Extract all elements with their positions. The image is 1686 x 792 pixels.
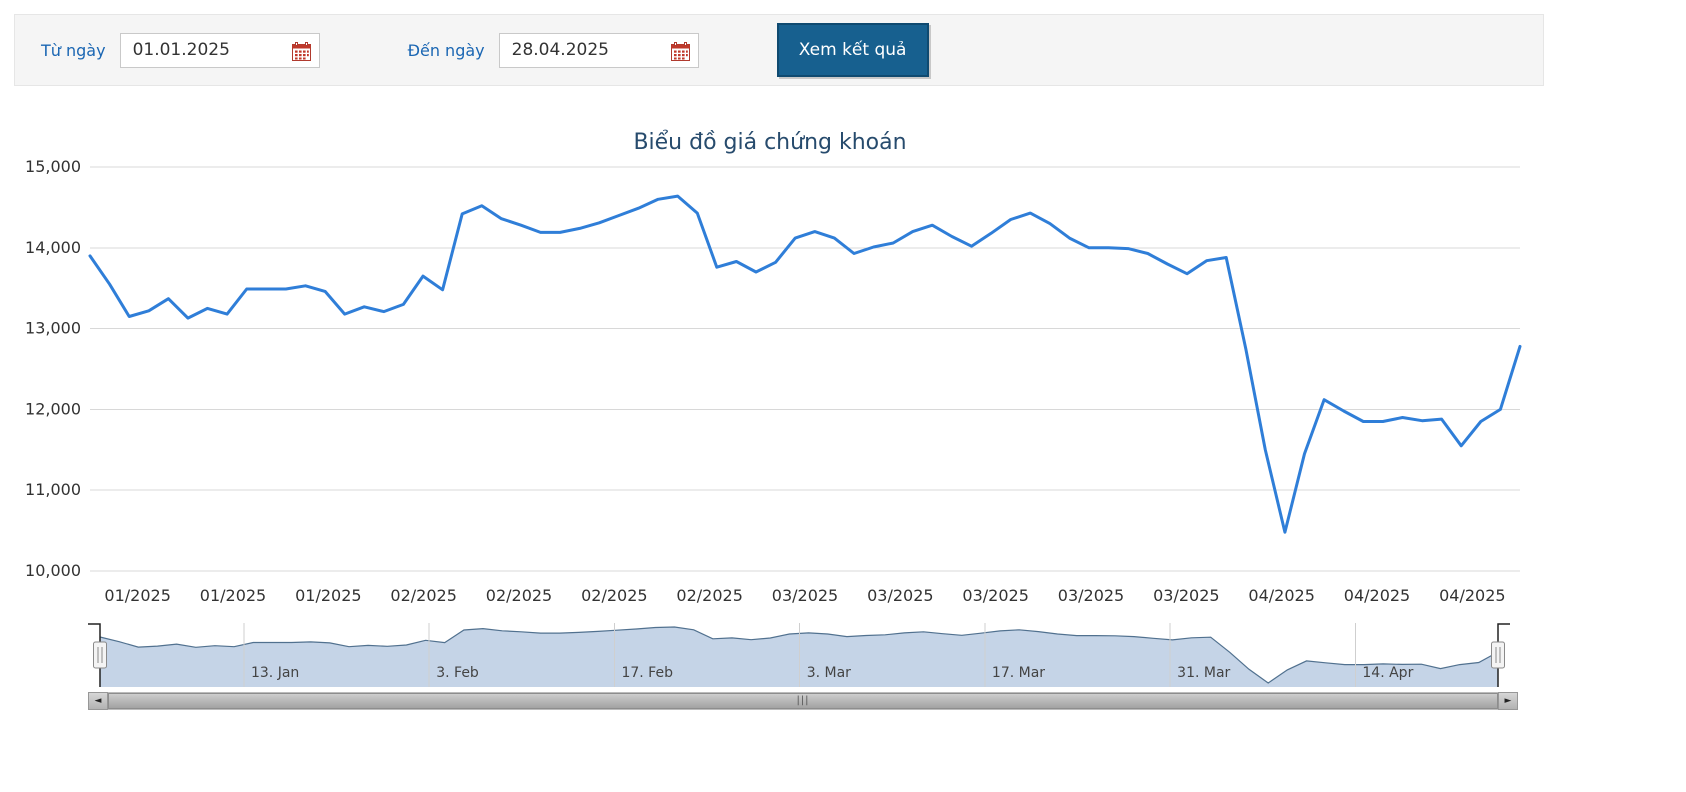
navigator-tick-label: 17. Mar: [992, 665, 1045, 681]
chart-navigator[interactable]: 13. Jan 3. Feb 17. Feb 3. Mar 17. Mar 31. Mar…: [0, 621, 1540, 689]
from-date-label: Từ ngày: [41, 40, 106, 60]
y-axis-tick-label: 15,000: [25, 157, 81, 176]
x-axis-tick-label: 03/2025: [1058, 586, 1124, 605]
navigator-tick-label: 31. Mar: [1177, 665, 1230, 681]
scrollbar-right-button[interactable]: ►: [1498, 692, 1518, 710]
y-axis-tick-label: 14,000: [25, 238, 81, 257]
navigator-handle-right[interactable]: [1491, 641, 1505, 669]
calendar-icon[interactable]: [291, 41, 311, 61]
y-axis-tick-label: 13,000: [25, 319, 81, 338]
scroll-left-icon: ◄: [94, 696, 102, 706]
navigator-area-series: [100, 627, 1498, 687]
price-chart-plot[interactable]: 15,000 14,000 13,000 12,000 11,000 10,000 01/2…: [0, 155, 1540, 615]
from-date-field[interactable]: [120, 40, 281, 60]
x-axis-tick-label: 03/2025: [867, 586, 933, 605]
y-axis-tick-label: 10,000: [25, 561, 81, 580]
x-axis-tick-label: 03/2025: [1153, 586, 1219, 605]
to-date-field[interactable]: [499, 40, 660, 60]
page: Từ ngày Đến ngày: [0, 14, 1686, 710]
navigator-tick-label: 14. Apr: [1362, 665, 1413, 681]
scrollbar-track[interactable]: |||: [108, 692, 1498, 710]
view-results-button[interactable]: Xem kết quả: [776, 23, 929, 77]
x-axis-tick-label: 01/2025: [200, 586, 266, 605]
navigator-handle-left[interactable]: [93, 641, 107, 669]
y-axis-tick-label: 11,000: [25, 480, 81, 499]
from-date-input[interactable]: [119, 32, 320, 68]
chart-scrollbar[interactable]: ◄ ||| ►: [88, 692, 1518, 710]
navigator-tick-label: 17. Feb: [621, 665, 673, 681]
price-line-series: [88, 194, 1522, 534]
navigator-tick-label: 3. Mar: [807, 665, 851, 681]
navigator-tick-label: 13. Jan: [251, 665, 299, 681]
x-axis-tick-label: 02/2025: [676, 586, 742, 605]
date-filter-bar: Từ ngày Đến ngày: [14, 14, 1544, 86]
scrollbar-grip-icon: |||: [796, 695, 810, 706]
x-axis-tick-label: 03/2025: [962, 586, 1028, 605]
to-date-input[interactable]: [498, 32, 699, 68]
chart-title: Biểu đồ giá chứng khoán: [633, 130, 907, 155]
scrollbar-thumb[interactable]: |||: [108, 693, 1498, 709]
y-axis-tick-label: 12,000: [25, 399, 81, 418]
x-axis-tick-label: 01/2025: [104, 586, 170, 605]
scroll-right-icon: ►: [1504, 696, 1512, 706]
to-date-label: Đến ngày: [407, 40, 485, 60]
scrollbar-left-button[interactable]: ◄: [88, 692, 108, 710]
x-axis-tick-label: 01/2025: [295, 586, 361, 605]
x-axis-tick-label: 04/2025: [1248, 586, 1314, 605]
calendar-icon[interactable]: [670, 41, 690, 61]
navigator-tick-label: 3. Feb: [436, 665, 479, 681]
stock-chart: Biểu đồ giá chứng khoán 15,000 14,000 13,0…: [0, 130, 1686, 710]
x-axis-tick-label: 02/2025: [486, 586, 552, 605]
navigator-line: [99, 626, 1499, 684]
x-axis-tick-label: 03/2025: [772, 586, 838, 605]
x-axis-tick-label: 04/2025: [1439, 586, 1505, 605]
x-axis-tick-label: 02/2025: [581, 586, 647, 605]
x-axis-tick-label: 04/2025: [1344, 586, 1410, 605]
x-axis-tick-label: 02/2025: [390, 586, 456, 605]
